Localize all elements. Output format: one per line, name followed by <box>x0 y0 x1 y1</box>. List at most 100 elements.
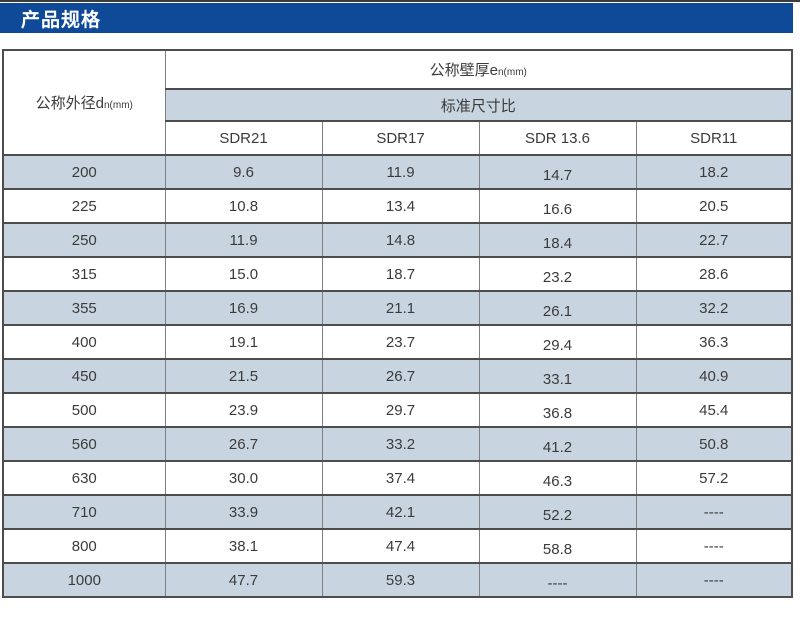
cell-value-text: 29.7 <box>385 401 416 419</box>
cell-value: 26.7 <box>321 358 480 394</box>
table-row: 200 9.6 11.9 14.7 18.2 <box>2 154 793 190</box>
header-cell-wall-thickness: 公称壁厚en(mm) <box>164 49 793 90</box>
header-cell-outer-diameter: 公称外径dn(mm) <box>2 49 166 156</box>
cell-outer-diameter: 315 <box>2 256 166 292</box>
cell-value: 16.6 <box>478 188 637 224</box>
header-cell-sdr21: SDR21 <box>164 120 323 156</box>
cell-value: ---- <box>635 562 793 598</box>
cell-value: 47.4 <box>321 528 480 564</box>
cell-outer-diameter: 355 <box>2 290 166 326</box>
cell-value-text: 23.7 <box>385 333 416 351</box>
cell-value-text: 38.1 <box>228 537 259 555</box>
cell-value-text: ---- <box>703 571 724 589</box>
cell-value: 20.5 <box>635 188 793 224</box>
cell-value: 22.7 <box>635 222 793 258</box>
cell-value: 21.1 <box>321 290 480 326</box>
table-row: 225 10.8 13.4 16.6 20.5 <box>2 188 793 224</box>
cell-value: 36.3 <box>635 324 793 360</box>
cell-outer-diameter: 710 <box>2 494 166 530</box>
cell-value: 19.1 <box>164 324 323 360</box>
cell-value-text: ---- <box>703 537 724 555</box>
header-cell-sdr136: SDR 13.6 <box>478 120 637 156</box>
cell-value: 32.2 <box>635 290 793 326</box>
section-banner: 产品规格 <box>0 3 793 33</box>
cell-value-text: 23.9 <box>228 401 259 419</box>
cell-value-text: 20.5 <box>699 197 729 215</box>
cell-value: 9.6 <box>164 154 323 190</box>
cell-value: ---- <box>635 528 793 564</box>
outer-diameter-subscript: n(mm) <box>103 100 133 111</box>
spec-table: 公称外径dn(mm) 公称壁厚en(mm) 标准尺寸比 SDR21 SDR17 … <box>2 49 794 598</box>
cell-value: 33.9 <box>164 494 323 530</box>
cell-value-text: 36.8 <box>542 404 573 422</box>
cell-value: 29.7 <box>321 392 480 428</box>
wall-thickness-subscript: n(mm) <box>498 67 527 78</box>
cell-outer-diameter: 400 <box>2 324 166 360</box>
cell-outer-diameter: 225 <box>2 188 166 224</box>
cell-value: 50.8 <box>635 426 793 462</box>
cell-value-text: 47.4 <box>385 537 416 555</box>
table-row: 800 38.1 47.4 58.8 ---- <box>2 528 793 564</box>
cell-value: 14.8 <box>321 222 480 258</box>
cell-outer-diameter: 500 <box>2 392 166 428</box>
table-row: 500 23.9 29.7 36.8 45.4 <box>2 392 793 428</box>
cell-value-text: 16.6 <box>542 200 573 218</box>
cell-value: 30.0 <box>164 460 323 496</box>
cell-value: 42.1 <box>321 494 480 530</box>
cell-value: 57.2 <box>635 460 793 496</box>
cell-value-text: 19.1 <box>228 333 259 351</box>
cell-outer-diameter: 560 <box>2 426 166 462</box>
table-row: 400 19.1 23.7 29.4 36.3 <box>2 324 793 360</box>
cell-value: 11.9 <box>321 154 480 190</box>
cell-value: 45.4 <box>635 392 793 428</box>
cell-outer-diameter: 800 <box>2 528 166 564</box>
table-row: 450 21.5 26.7 33.1 40.9 <box>2 358 793 394</box>
cell-outer-diameter: 630 <box>2 460 166 496</box>
cell-value: 33.2 <box>321 426 480 462</box>
cell-value-text: 26.7 <box>228 435 259 453</box>
table-header-group: 公称外径dn(mm) 公称壁厚en(mm) 标准尺寸比 SDR21 SDR17 … <box>2 49 793 156</box>
cell-value: 29.4 <box>478 324 637 360</box>
cell-value-text: 11.9 <box>386 163 415 181</box>
cell-value-text: 18.7 <box>385 265 416 283</box>
table-row: 1000 47.7 59.3 ---- ---- <box>2 562 793 598</box>
cell-value-text: 37.4 <box>385 469 416 487</box>
cell-value: 18.7 <box>321 256 480 292</box>
cell-value-text: ---- <box>703 503 724 521</box>
cell-value: 26.7 <box>164 426 323 462</box>
table-body: 200 9.6 11.9 14.7 18.2 225 10.8 13.4 16.6 20.5 250… <box>2 154 793 598</box>
cell-value: 23.7 <box>321 324 480 360</box>
header-cell-sdr11: SDR11 <box>635 120 793 156</box>
outer-diameter-label: 公称外径d <box>35 95 104 112</box>
cell-value: 59.3 <box>321 562 480 598</box>
cell-value-text: 32.2 <box>699 299 729 317</box>
cell-value: 38.1 <box>164 528 323 564</box>
cell-value-text: 30.0 <box>228 469 259 487</box>
cell-value: 10.8 <box>164 188 323 224</box>
cell-value-text: 11.9 <box>229 231 258 249</box>
cell-value-text: 33.2 <box>385 435 416 453</box>
header-cell-sdr-group: 标准尺寸比 <box>164 88 793 122</box>
table-row: 315 15.0 18.7 23.2 28.6 <box>2 256 793 292</box>
cell-value-text: 58.8 <box>542 540 573 558</box>
cell-value: 33.1 <box>478 358 637 394</box>
cell-value-text: 14.7 <box>542 166 573 184</box>
cell-value: 52.2 <box>478 494 637 530</box>
cell-value: 47.7 <box>164 562 323 598</box>
cell-value: ---- <box>635 494 793 530</box>
cell-value-text: 36.3 <box>699 333 729 351</box>
cell-outer-diameter: 450 <box>2 358 166 394</box>
cell-value-text: 41.2 <box>542 438 573 456</box>
cell-value-text: 9.6 <box>233 163 254 181</box>
cell-value-text: 59.3 <box>385 571 416 589</box>
table-row: 710 33.9 42.1 52.2 ---- <box>2 494 793 530</box>
table-row: 630 30.0 37.4 46.3 57.2 <box>2 460 793 496</box>
cell-value-text: 22.7 <box>699 231 729 249</box>
cell-value: 14.7 <box>478 154 637 190</box>
table-row: 250 11.9 14.8 18.4 22.7 <box>2 222 793 258</box>
cell-value-text: 33.9 <box>228 503 259 521</box>
cell-value: 28.6 <box>635 256 793 292</box>
page-title: 产品规格 <box>21 9 102 31</box>
cell-value-text: 21.5 <box>228 367 259 385</box>
